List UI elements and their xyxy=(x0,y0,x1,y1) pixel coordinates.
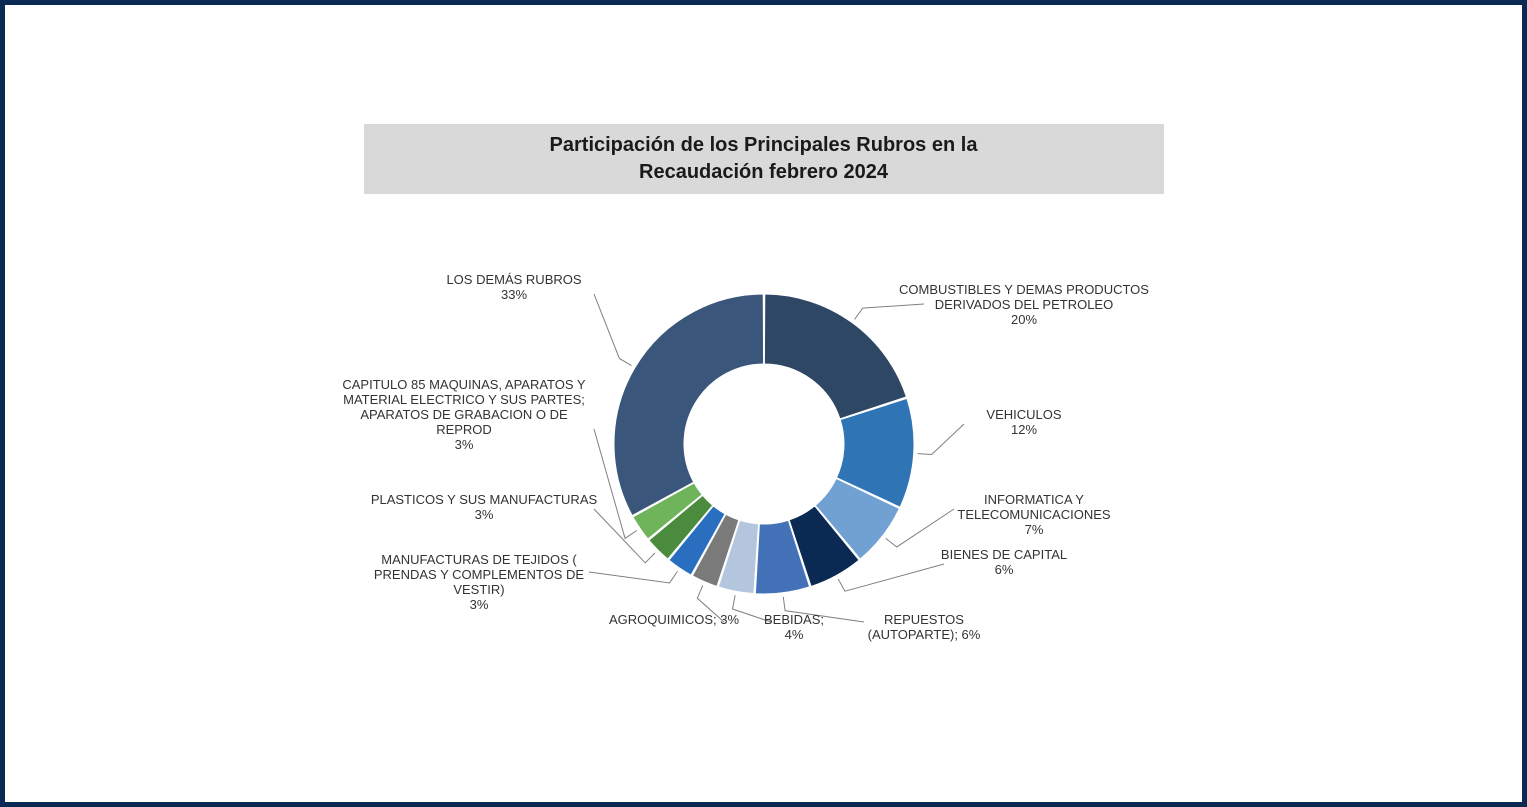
label-informatica: INFORMATICA YTELECOMUNICACIONES7% xyxy=(957,492,1110,537)
label-cap85: CAPITULO 85 MAQUINAS, APARATOS YMATERIAL… xyxy=(342,377,586,452)
leader-demas xyxy=(594,294,631,366)
chart-title: Participación de los Principales Rubros … xyxy=(364,124,1164,194)
label-bebidas: BEBIDAS;4% xyxy=(764,612,824,642)
label-tejidos: MANUFACTURAS DE TEJIDOS (PRENDAS Y COMPL… xyxy=(373,552,584,612)
label-bienes_capital: BIENES DE CAPITAL6% xyxy=(940,547,1066,577)
leader-combustibles xyxy=(854,304,923,319)
chart-title-line2: Recaudación febrero 2024 xyxy=(639,161,888,183)
leader-vehiculos xyxy=(917,424,963,455)
donut-hole xyxy=(685,365,843,523)
outer-frame: Participación de los Principales Rubros … xyxy=(0,0,1527,807)
label-combustibles: COMBUSTIBLES Y DEMAS PRODUCTOSDERIVADOS … xyxy=(899,282,1149,327)
label-demas: LOS DEMÁS RUBROS33% xyxy=(446,272,581,302)
donut-chart: COMBUSTIBLES Y DEMAS PRODUCTOSDERIVADOS … xyxy=(264,204,1264,684)
leader-bienes_capital xyxy=(838,564,944,591)
chart-container: Participación de los Principales Rubros … xyxy=(264,124,1264,684)
label-agroquimicos: AGROQUIMICOS; 3% xyxy=(608,612,738,627)
leader-tejidos xyxy=(589,571,677,583)
label-plasticos: PLASTICOS Y SUS MANUFACTURAS3% xyxy=(370,492,597,522)
label-repuestos: REPUESTOS(AUTOPARTE); 6% xyxy=(867,612,980,642)
label-vehiculos: VEHICULOS12% xyxy=(986,407,1061,437)
chart-title-line1: Participación de los Principales Rubros … xyxy=(550,134,978,156)
